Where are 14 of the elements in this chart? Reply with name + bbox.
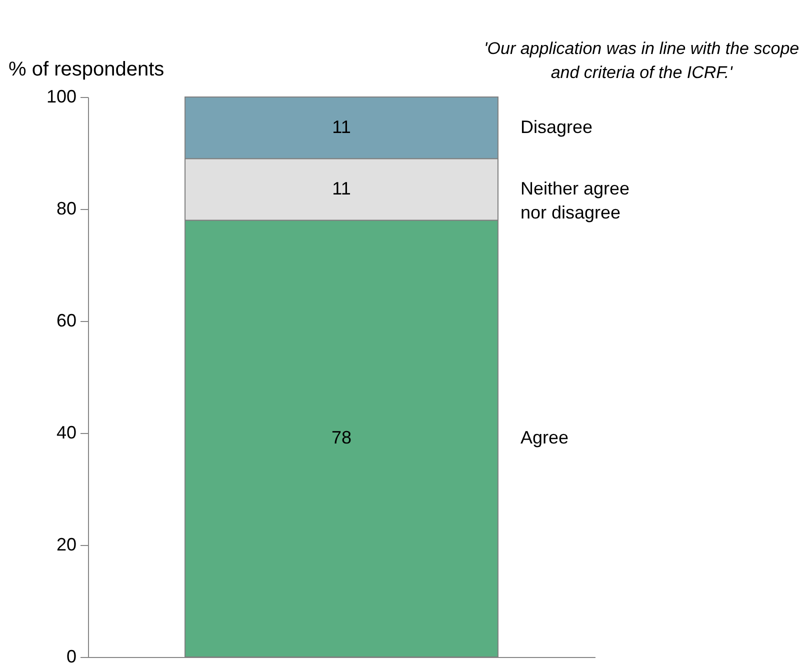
y-tick-label: 20 [56,534,76,554]
y-tick-label: 0 [66,646,76,666]
data-label: 11 [332,178,351,198]
series-label: Neither agree nor disagree [520,178,630,222]
y-tick-label: 80 [56,198,76,218]
text: 'Our application was in line with the scope and criteria of the ICRF.' [484,39,800,82]
data-label: 78 [331,428,352,448]
y-tick-label: 60 [56,310,76,330]
y-tick-label: 40 [56,422,76,442]
series-label: Disagree [520,116,593,137]
y-axis-title: % of respondents [8,58,164,80]
y-tick-label: 100 [46,86,76,106]
data-label: 11 [332,116,351,137]
series-label: Agree [520,428,569,448]
